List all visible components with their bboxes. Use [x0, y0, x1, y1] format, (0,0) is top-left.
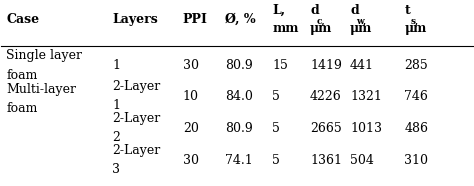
Text: Ø, %: Ø, %: [225, 13, 256, 26]
Text: 285: 285: [404, 59, 428, 72]
Text: 80.9: 80.9: [225, 59, 253, 72]
Text: 5: 5: [273, 121, 280, 134]
Text: 20: 20: [183, 121, 199, 134]
Text: 2: 2: [112, 131, 120, 144]
Text: Single layer: Single layer: [6, 49, 82, 62]
Text: 4226: 4226: [310, 90, 342, 103]
Text: foam: foam: [6, 102, 37, 115]
Text: 5: 5: [273, 90, 280, 103]
Text: t: t: [404, 4, 410, 17]
Text: w,: w,: [356, 17, 366, 26]
Text: 1419: 1419: [310, 59, 342, 72]
Text: 30: 30: [183, 154, 199, 167]
Text: 504: 504: [350, 154, 374, 167]
Text: 10: 10: [183, 90, 199, 103]
Text: 746: 746: [404, 90, 428, 103]
Text: d: d: [350, 4, 359, 17]
Text: 2-Layer: 2-Layer: [112, 144, 160, 157]
Text: 5: 5: [273, 154, 280, 167]
Text: 1013: 1013: [350, 121, 382, 134]
Text: 80.9: 80.9: [225, 121, 253, 134]
Text: foam: foam: [6, 69, 37, 82]
Text: 1361: 1361: [310, 154, 342, 167]
Text: 486: 486: [404, 121, 428, 134]
Text: L,: L,: [273, 4, 285, 17]
Text: Layers: Layers: [112, 13, 158, 26]
Text: 1321: 1321: [350, 90, 382, 103]
Text: c,: c,: [316, 17, 325, 26]
Text: 30: 30: [183, 59, 199, 72]
Text: 310: 310: [404, 154, 428, 167]
Text: 441: 441: [350, 59, 374, 72]
Text: 1: 1: [112, 59, 120, 72]
Text: PPI: PPI: [183, 13, 208, 26]
Text: Case: Case: [6, 13, 39, 26]
Text: 1: 1: [112, 99, 120, 112]
Text: 84.0: 84.0: [225, 90, 253, 103]
Text: s,: s,: [410, 17, 419, 26]
Text: μm: μm: [404, 22, 427, 35]
Text: μm: μm: [350, 22, 373, 35]
Text: μm: μm: [310, 22, 332, 35]
Text: 15: 15: [273, 59, 288, 72]
Text: 74.1: 74.1: [225, 154, 253, 167]
Text: 2665: 2665: [310, 121, 342, 134]
Text: Multi-layer: Multi-layer: [6, 83, 76, 96]
Text: d: d: [310, 4, 319, 17]
Text: mm: mm: [273, 22, 299, 35]
Text: 3: 3: [112, 163, 120, 176]
Text: 2-Layer: 2-Layer: [112, 80, 160, 93]
Text: 2-Layer: 2-Layer: [112, 112, 160, 125]
